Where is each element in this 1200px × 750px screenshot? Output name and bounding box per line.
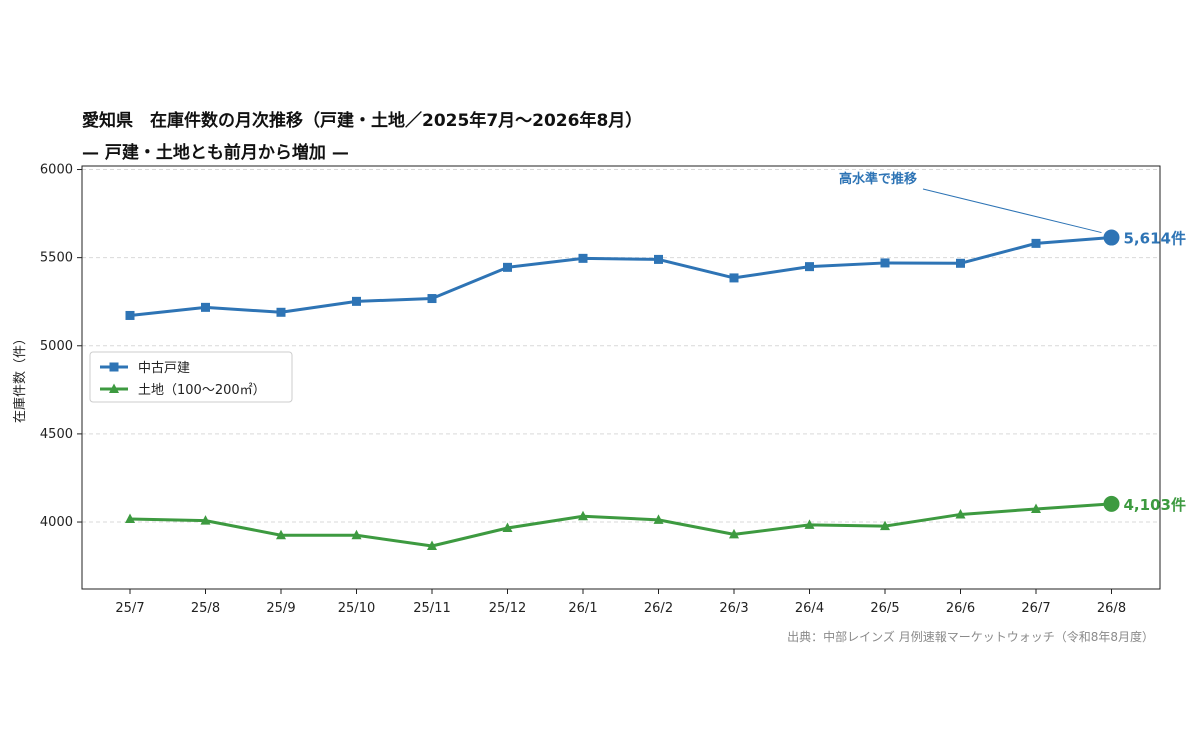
x-tick-label: 25/11 — [413, 601, 450, 616]
data-point — [125, 310, 135, 320]
data-point — [654, 254, 663, 264]
y-axis-label: 在庫件数（件） — [13, 332, 28, 423]
data-point — [578, 510, 588, 521]
chart-title: 愛知県 在庫件数の月次推移（戸建・土地／2025年7月〜2026年8月） — [82, 111, 643, 131]
end-point-marker — [1103, 495, 1120, 512]
x-tick-label: 26/3 — [719, 601, 748, 616]
data-point — [653, 514, 664, 524]
x-tick-label: 25/9 — [266, 601, 295, 616]
data-point — [956, 258, 965, 268]
y-tick-label: 6000 — [40, 163, 73, 178]
annotation-text: 高水準で推移 — [839, 171, 917, 187]
annotation-arrow — [922, 188, 1102, 234]
x-tick-label: 26/6 — [946, 601, 975, 616]
x-tick-label: 26/4 — [795, 601, 824, 616]
legend-box — [89, 351, 293, 403]
legend-label: 中古戸建 — [138, 361, 190, 376]
x-tick-label: 26/7 — [1021, 601, 1050, 616]
data-point — [427, 540, 437, 550]
data-point — [276, 307, 286, 317]
series-line — [129, 502, 1112, 548]
series-lines — [125, 229, 1120, 550]
data-point — [578, 253, 588, 263]
x-tick-label: 26/2 — [644, 601, 673, 616]
plot-frame — [81, 165, 1161, 590]
data-point — [427, 294, 437, 304]
data-point — [276, 529, 286, 540]
legend-marker — [109, 362, 119, 372]
x-tick-label: 26/8 — [1097, 601, 1126, 616]
labels: 5,614件 4,103件 高水準で推移 — [839, 171, 1186, 514]
end-value-label: 5,614件 — [1124, 230, 1186, 248]
data-point — [1031, 503, 1041, 513]
data-point — [200, 515, 211, 525]
series-2 — [125, 495, 1120, 550]
y-tick-label: 4000 — [40, 515, 73, 530]
data-point — [201, 302, 210, 312]
data-point — [805, 262, 814, 272]
legend-label: 土地（100〜200㎡） — [138, 383, 266, 398]
data-point — [804, 519, 815, 529]
legend-marker — [109, 383, 119, 393]
grid-lines — [82, 169, 1160, 523]
x-tick-label: 25/10 — [338, 601, 375, 616]
data-point — [1031, 238, 1041, 248]
x-tick-label: 26/5 — [870, 601, 899, 616]
data-point — [125, 513, 135, 524]
end-point-marker — [1103, 229, 1120, 246]
data-point — [880, 520, 890, 531]
data-point — [729, 528, 739, 539]
end-value-label: 4,103件 — [1124, 496, 1186, 514]
source-note: 出典：中部レインズ 月例速報マーケットウォッチ（令和8年8月度） — [787, 630, 1154, 644]
data-point — [352, 296, 361, 306]
chart-subtitle: — 戸建・土地とも前月から増加 — — [82, 143, 349, 163]
series-1 — [125, 229, 1120, 320]
x-tick-label: 26/1 — [568, 601, 597, 616]
y-tick-label: 5000 — [40, 339, 73, 354]
y-tick-label: 4500 — [40, 427, 73, 442]
x-tick-label: 25/12 — [489, 601, 526, 616]
series-line — [129, 236, 1112, 317]
data-point — [503, 262, 512, 272]
x-tick-label: 25/8 — [191, 601, 220, 616]
data-point — [351, 529, 362, 540]
y-tick-label: 5500 — [40, 251, 73, 266]
data-point — [502, 522, 513, 533]
axes: 4000 4500 5000 5500 6000 25/7 25/8 25/9 25/10 25/… — [13, 163, 1161, 616]
data-point — [955, 508, 966, 519]
data-point — [880, 258, 890, 268]
data-point — [729, 273, 739, 283]
x-tick-label: 25/7 — [115, 601, 144, 616]
